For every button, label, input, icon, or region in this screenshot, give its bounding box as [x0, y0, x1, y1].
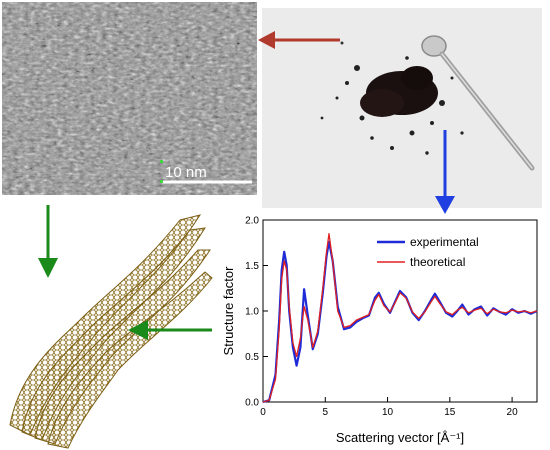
x-tick-label: 10: [382, 407, 394, 418]
carbon-model: [0, 200, 230, 450]
y-tick-label: 0.5: [245, 352, 259, 363]
series-line-theoretical: [262, 233, 538, 403]
legend-theoretical-label: theoretical: [410, 255, 465, 269]
x-tick-label: 15: [444, 407, 456, 418]
powder-photo: [262, 8, 542, 208]
tem-texture: 10 nm: [2, 2, 257, 195]
y-tick-label: 2.0: [245, 216, 259, 227]
y-axis-label: Structure factor: [221, 266, 236, 356]
x-axis-label: Scattering vector [Å⁻¹]: [336, 430, 464, 445]
y-tick-label: 1.5: [245, 261, 259, 272]
x-tick-label: 0: [260, 407, 266, 418]
y-tick-label: 1.0: [245, 307, 259, 318]
tem-micrograph: 10 nm: [2, 2, 257, 195]
structure-factor-chart: 0 5 10 15 20 0.0 0.5 1.0 1.5 2.0 Structure factor…: [215, 212, 550, 450]
series-line-experimental: [262, 240, 538, 404]
scale-bar-label: 10 nm: [165, 164, 207, 181]
legend: experimental theoretical: [377, 235, 479, 269]
powder-scene: [262, 8, 542, 208]
x-tick-label: 5: [322, 407, 328, 418]
x-tick-label: 20: [507, 407, 519, 418]
chart-svg: 0 5 10 15 20 0.0 0.5 1.0 1.5 2.0 Structure factor…: [221, 216, 538, 445]
graphene-layers: [9, 214, 213, 449]
spatula-icon: [421, 35, 535, 171]
legend-experimental-label: experimental: [410, 235, 479, 249]
y-tick-label: 0.0: [245, 398, 259, 409]
powder-pile: [320, 41, 464, 155]
